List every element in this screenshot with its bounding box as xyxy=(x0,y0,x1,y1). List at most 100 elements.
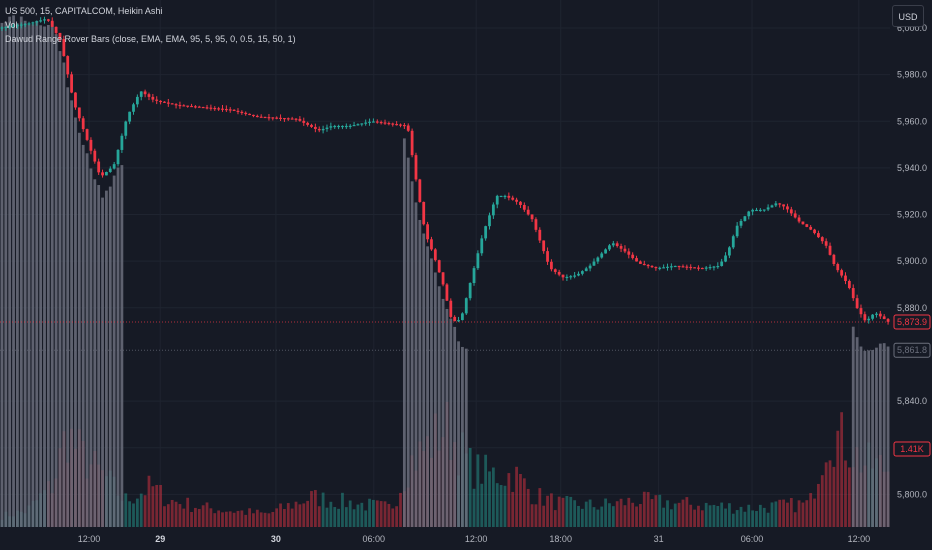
volume-bar xyxy=(739,506,743,527)
x-tick-label: 12:00 xyxy=(465,534,488,544)
candle-body xyxy=(391,123,395,125)
volume-bar xyxy=(283,509,286,527)
currency-button[interactable]: USD xyxy=(892,5,924,27)
candle-body xyxy=(414,155,418,180)
y-tick-label: 5,880.0 xyxy=(897,303,927,313)
candle-body xyxy=(642,263,646,266)
volume-bar xyxy=(847,467,851,527)
volume-bar xyxy=(511,491,515,527)
candle-body xyxy=(70,74,73,93)
candle-body xyxy=(720,261,724,266)
volume-bar xyxy=(526,488,530,527)
volume-bar xyxy=(271,511,275,527)
candle-body xyxy=(766,207,770,210)
candle-body xyxy=(875,313,878,315)
volume-bar xyxy=(197,508,201,527)
volume-bar xyxy=(642,491,646,527)
candle-body xyxy=(62,39,66,57)
volume-bar xyxy=(820,475,824,527)
volume-bar xyxy=(228,511,232,527)
candle-body xyxy=(619,246,623,249)
volume-bar xyxy=(608,503,611,527)
volume-bar xyxy=(155,484,159,527)
gray-bar xyxy=(97,185,101,527)
volume-bar xyxy=(774,501,778,527)
candle-body xyxy=(553,269,557,272)
volume-bar xyxy=(476,454,480,527)
candle-body xyxy=(244,112,248,115)
candle-body xyxy=(762,209,766,211)
candle-body xyxy=(480,238,484,254)
candle-body xyxy=(774,203,778,206)
candle-body xyxy=(147,94,151,97)
volume-bar xyxy=(805,500,809,527)
gray-bar xyxy=(93,179,97,527)
candle-body xyxy=(550,261,553,270)
x-tick-label: 06:00 xyxy=(363,534,386,544)
volume-bar xyxy=(697,505,700,527)
candle-body xyxy=(580,271,584,274)
candle-body xyxy=(569,276,573,278)
candle-body xyxy=(163,101,166,103)
candle-body xyxy=(786,206,789,210)
volume-bar xyxy=(341,492,344,527)
candle-body xyxy=(557,271,561,275)
indicator-label[interactable]: Dawud Range Rover Bars (close, EMA, EMA,… xyxy=(5,34,296,44)
gray-bar xyxy=(871,349,874,527)
gray-bar xyxy=(62,62,66,527)
volume-bar xyxy=(209,508,213,527)
price-axis[interactable]: 6,000.0 5,980.0 5,960.0 5,940.0 5,920.0 5,900… xyxy=(890,0,932,550)
candle-body xyxy=(650,265,654,268)
gray-bar xyxy=(406,157,410,527)
y-tick-label: 5,840.0 xyxy=(897,396,927,406)
time-axis[interactable]: 12:00 29 30 06:00 12:00 18:00 31 06:00 12:00 xyxy=(0,527,932,550)
candle-body xyxy=(577,273,580,276)
gray-bar xyxy=(19,16,23,527)
volume-bar xyxy=(809,493,813,527)
volume-bar xyxy=(383,501,387,527)
candle-body xyxy=(290,118,294,120)
candle-body xyxy=(847,280,851,289)
candle-body xyxy=(658,267,662,269)
volume-bar xyxy=(728,503,731,527)
volume-bar xyxy=(387,503,391,527)
candle-body xyxy=(205,107,209,109)
candle-body xyxy=(224,108,228,111)
volume-bar xyxy=(801,502,805,527)
symbol-title[interactable]: US 500, 15, CAPITALCOM, Heikin Ashi xyxy=(5,6,163,16)
candle-body xyxy=(646,264,650,267)
volume-bar xyxy=(542,505,546,527)
candle-body xyxy=(468,282,472,299)
gray-bar xyxy=(101,197,104,527)
candle-body xyxy=(329,126,333,128)
candle-body xyxy=(441,272,445,285)
price-tag-label: 5,873.9 xyxy=(897,317,927,327)
candle-body xyxy=(372,121,375,123)
gray-bar xyxy=(464,348,468,527)
gray-bar xyxy=(437,286,441,527)
volume-bar xyxy=(484,454,488,527)
gray-bar xyxy=(4,21,8,527)
gray-bar xyxy=(81,144,85,527)
volume-indicator-label[interactable]: Vol xyxy=(5,20,18,30)
candle-body xyxy=(174,104,178,106)
volume-bar xyxy=(743,511,747,527)
volume-bar xyxy=(337,508,340,527)
volume-bar xyxy=(255,509,259,527)
volume-bar xyxy=(666,500,669,527)
candle-body xyxy=(275,117,279,119)
gray-bar xyxy=(108,186,112,527)
candle-body xyxy=(186,105,190,107)
candle-body xyxy=(221,108,224,110)
candle-body xyxy=(360,123,364,125)
candle-body xyxy=(426,224,429,240)
volume-bar xyxy=(836,430,840,527)
candle-body xyxy=(584,268,588,272)
gray-bar xyxy=(85,153,89,528)
x-tick-label: 12:00 xyxy=(78,534,101,544)
gray-bar xyxy=(112,175,116,527)
volume-bar xyxy=(557,496,561,527)
gray-bar xyxy=(27,24,31,527)
